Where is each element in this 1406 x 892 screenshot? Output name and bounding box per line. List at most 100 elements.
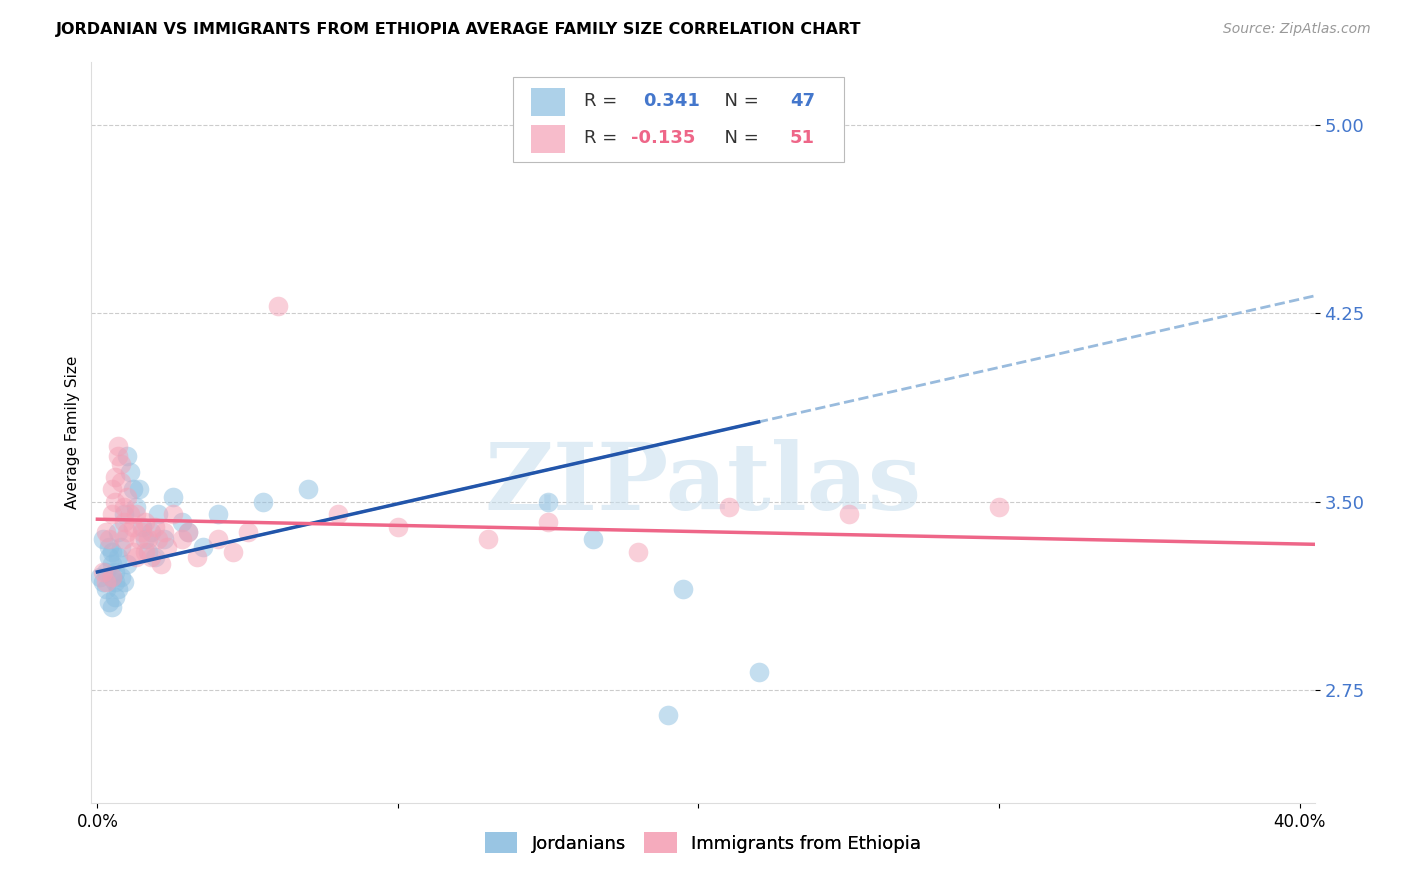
Legend: Jordanians, Immigrants from Ethiopia: Jordanians, Immigrants from Ethiopia xyxy=(478,825,928,861)
Point xyxy=(117,524,139,539)
Point xyxy=(131,524,153,539)
Point xyxy=(748,665,770,680)
Point xyxy=(138,533,160,547)
Point xyxy=(627,545,650,559)
Point xyxy=(104,574,127,589)
Point xyxy=(152,533,174,547)
Point xyxy=(107,450,129,464)
Point xyxy=(110,475,132,489)
Point xyxy=(125,500,148,514)
Point xyxy=(107,524,129,539)
Point xyxy=(89,570,111,584)
Point xyxy=(131,520,153,534)
Point xyxy=(98,549,121,564)
Point xyxy=(101,570,124,584)
Point xyxy=(717,500,740,514)
Point xyxy=(207,533,229,547)
Point xyxy=(117,450,139,464)
Point xyxy=(98,540,121,554)
Point xyxy=(191,540,214,554)
Point xyxy=(107,549,129,564)
Point xyxy=(141,549,163,564)
Point xyxy=(207,507,229,521)
Point xyxy=(120,507,142,521)
Bar xyxy=(530,125,565,153)
Point xyxy=(125,507,148,521)
Point xyxy=(252,494,274,508)
Point xyxy=(96,565,118,579)
Text: -0.135: -0.135 xyxy=(631,129,695,147)
Point xyxy=(838,507,860,521)
Point xyxy=(114,500,136,514)
Point xyxy=(155,540,177,554)
Point xyxy=(110,457,132,471)
Point xyxy=(170,533,193,547)
Point xyxy=(93,533,115,547)
Point xyxy=(297,482,319,496)
Point xyxy=(988,500,1011,514)
Point xyxy=(162,507,184,521)
Point xyxy=(128,533,150,547)
Point xyxy=(582,533,605,547)
Point xyxy=(176,524,198,539)
Point xyxy=(186,549,208,564)
Y-axis label: Average Family Size: Average Family Size xyxy=(65,356,80,509)
Text: 0.341: 0.341 xyxy=(643,92,700,110)
Point xyxy=(110,540,132,554)
Point xyxy=(114,507,136,521)
Point xyxy=(104,590,127,604)
Text: 47: 47 xyxy=(790,92,815,110)
Point xyxy=(122,545,145,559)
Point xyxy=(134,533,156,547)
Point xyxy=(114,533,136,547)
Point xyxy=(114,574,136,589)
Point xyxy=(176,524,198,539)
Point xyxy=(98,595,121,609)
Point xyxy=(120,465,142,479)
Point xyxy=(96,524,118,539)
Point xyxy=(141,524,163,539)
Point xyxy=(149,558,172,572)
Point xyxy=(170,515,193,529)
Point xyxy=(537,494,560,508)
Point xyxy=(104,565,127,579)
Point xyxy=(672,582,695,597)
Point xyxy=(122,482,145,496)
Point xyxy=(114,515,136,529)
Point xyxy=(104,469,127,483)
Text: Source: ZipAtlas.com: Source: ZipAtlas.com xyxy=(1223,22,1371,37)
Point xyxy=(110,570,132,584)
Bar xyxy=(530,87,565,116)
Point xyxy=(101,545,124,559)
Point xyxy=(537,515,560,529)
Point xyxy=(98,533,121,547)
Point xyxy=(152,524,174,539)
Point xyxy=(107,582,129,597)
Point xyxy=(93,565,115,579)
Point xyxy=(101,570,124,584)
Point xyxy=(122,520,145,534)
Point xyxy=(221,545,243,559)
Text: R =: R = xyxy=(585,92,623,110)
Point xyxy=(657,708,679,723)
Point xyxy=(326,507,349,521)
Point xyxy=(143,520,166,534)
Point xyxy=(477,533,499,547)
Text: ZIPatlas: ZIPatlas xyxy=(485,440,921,530)
Text: N =: N = xyxy=(713,92,765,110)
Point xyxy=(101,482,124,496)
Point xyxy=(236,524,259,539)
Point xyxy=(96,582,118,597)
Point xyxy=(104,494,127,508)
Text: JORDANIAN VS IMMIGRANTS FROM ETHIOPIA AVERAGE FAMILY SIZE CORRELATION CHART: JORDANIAN VS IMMIGRANTS FROM ETHIOPIA AV… xyxy=(56,22,862,37)
Point xyxy=(107,439,129,453)
Point xyxy=(134,545,156,559)
Text: R =: R = xyxy=(585,129,623,147)
Point xyxy=(138,545,160,559)
Point xyxy=(93,574,115,589)
Point xyxy=(128,482,150,496)
Point xyxy=(101,600,124,615)
Point xyxy=(101,558,124,572)
Point xyxy=(125,549,148,564)
Text: N =: N = xyxy=(713,129,765,147)
